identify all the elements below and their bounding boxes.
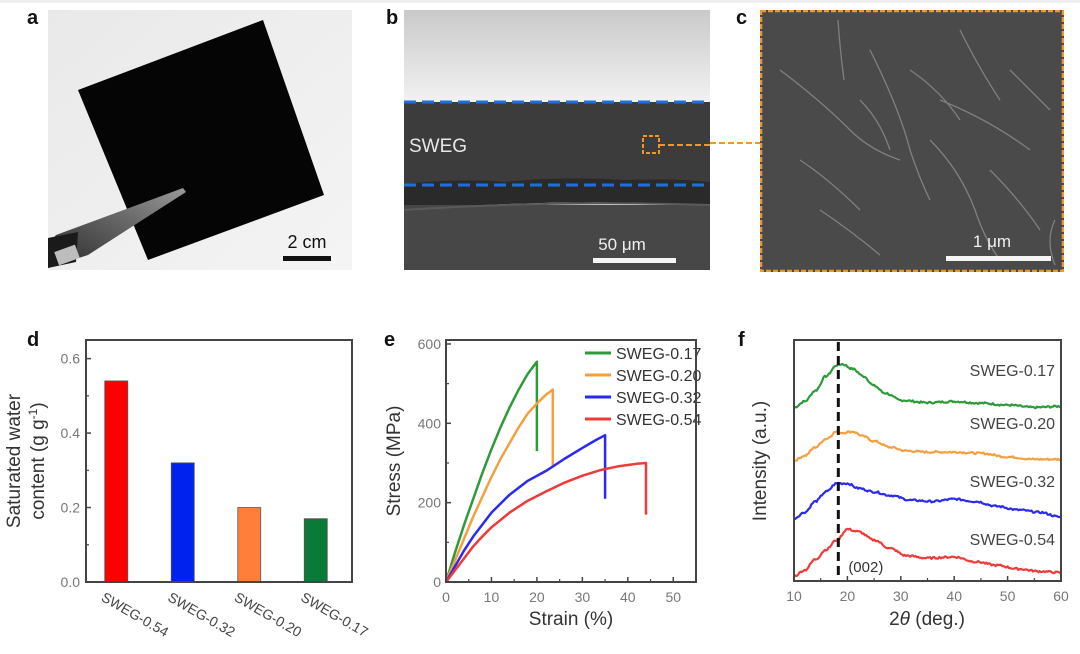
scale-bar-label-b: 50 μm [598, 235, 646, 254]
x-tick-label: SWEG-0.54 [99, 589, 172, 640]
top-border [0, 0, 1080, 3]
substrate-top [404, 10, 710, 102]
plot-frame [793, 339, 1062, 582]
y-axis-label: Stress (MPa) [384, 406, 405, 517]
x-tick-label: SWEG-0.20 [232, 589, 305, 640]
bar-sweg-0-17 [303, 518, 328, 583]
peak-002-annotation: (002) [848, 559, 883, 576]
legend-label: SWEG-0.20 [616, 368, 701, 385]
plot-frame [445, 339, 697, 583]
panel-c-sem-magnified: 1 μm [760, 10, 1064, 272]
y-tick-label: 400 [418, 415, 442, 431]
chart-d-water-content: 0.0 0.2 0.4 0.6 SWEG-0.54SWEG-0.32SWEG-0.20… [4, 339, 371, 640]
panel-label-a: a [27, 7, 39, 29]
legend-label: SWEG-0.54 [616, 412, 701, 429]
panel-label-b: b [386, 7, 399, 29]
bar-sweg-0-54 [104, 380, 129, 583]
y-axis-label: Intensity (a.u.) [750, 401, 771, 521]
y-tick-label: 600 [418, 336, 442, 352]
tweezers-icon [48, 188, 186, 268]
sweg-layer [404, 102, 710, 184]
series-label: SWEG-0.54 [970, 532, 1055, 549]
series-label: SWEG-0.32 [970, 474, 1055, 491]
series-line-sweg-0-54 [445, 461, 648, 583]
scale-bar-b [593, 258, 676, 263]
panel-b-sem-cross-section: SWEG 50 μm [404, 10, 710, 270]
x-tick-label: 40 [946, 588, 962, 604]
chart-e-stress-strain: 0 10 20 30 40 50 0 200 400 600 SWEG-0.17 SWEG-0.20… [384, 336, 701, 630]
y-tick-label: 0.6 [61, 351, 81, 367]
scale-bar-label-a: 2 cm [287, 232, 326, 252]
x-tick-label: 10 [786, 588, 802, 604]
x-tick-label: 40 [620, 589, 636, 605]
panel-label-d: d [27, 329, 40, 351]
bar-sweg-0-20 [237, 507, 262, 583]
panel-a-photo: 2 cm [48, 10, 352, 270]
series-line-sweg-0-20 [793, 429, 1062, 462]
sweg-film [78, 20, 324, 260]
scale-bar-a [283, 256, 331, 261]
series-line-sweg-0-20 [444, 388, 555, 583]
x-axis-label: 2θ (deg.) [889, 609, 965, 630]
x-tick-label: 20 [529, 589, 545, 605]
series-line-sweg-0-17 [444, 360, 539, 583]
series-label: SWEG-0.20 [970, 416, 1055, 433]
x-tick-label: 20 [840, 588, 856, 604]
series-line-sweg-0-32 [444, 433, 607, 583]
y-tick-label: 0.4 [61, 425, 81, 441]
inset-connector-line [710, 142, 762, 144]
x-tick-label: SWEG-0.32 [165, 589, 238, 640]
x-tick-label: 50 [665, 589, 681, 605]
y-tick-label: 200 [418, 495, 442, 511]
x-tick-label: SWEG-0.17 [298, 589, 371, 640]
legend-label: SWEG-0.17 [616, 346, 701, 363]
bar-sweg-0-32 [170, 462, 195, 583]
x-tick-label: 30 [893, 588, 909, 604]
x-axis-label: Strain (%) [529, 609, 613, 630]
chart-f-xrd: 10 20 30 40 50 60 SWEG-0.17 SWEG-0.20 SWEG-0.32… [750, 339, 1069, 630]
x-tick-label: 0 [442, 589, 450, 605]
series-label: SWEG-0.17 [970, 363, 1055, 380]
panel-label-e: e [384, 329, 396, 351]
y-axis-label-line2: content (g g-1) [26, 402, 49, 519]
y-tick-label: 0.0 [61, 574, 81, 590]
plot-frame [85, 339, 353, 583]
legend-label: SWEG-0.32 [616, 390, 701, 407]
x-tick-label: 60 [1053, 588, 1069, 604]
panel-label-f: f [738, 329, 745, 351]
x-tick-label: 30 [575, 589, 591, 605]
inset-border [760, 10, 1064, 272]
y-axis-label-line1: Saturated water [4, 393, 25, 528]
panel-label-c: c [736, 7, 748, 29]
y-tick-label: 0 [433, 574, 441, 590]
surface-wrinkles [779, 19, 1056, 266]
x-tick-label: 10 [484, 589, 500, 605]
scale-bar-label-c: 1 μm [973, 232, 1011, 251]
layer-label-sweg: SWEG [409, 136, 467, 157]
y-tick-label: 0.2 [61, 500, 81, 516]
scale-bar-c [946, 256, 1051, 261]
x-tick-label: 50 [1000, 588, 1016, 604]
